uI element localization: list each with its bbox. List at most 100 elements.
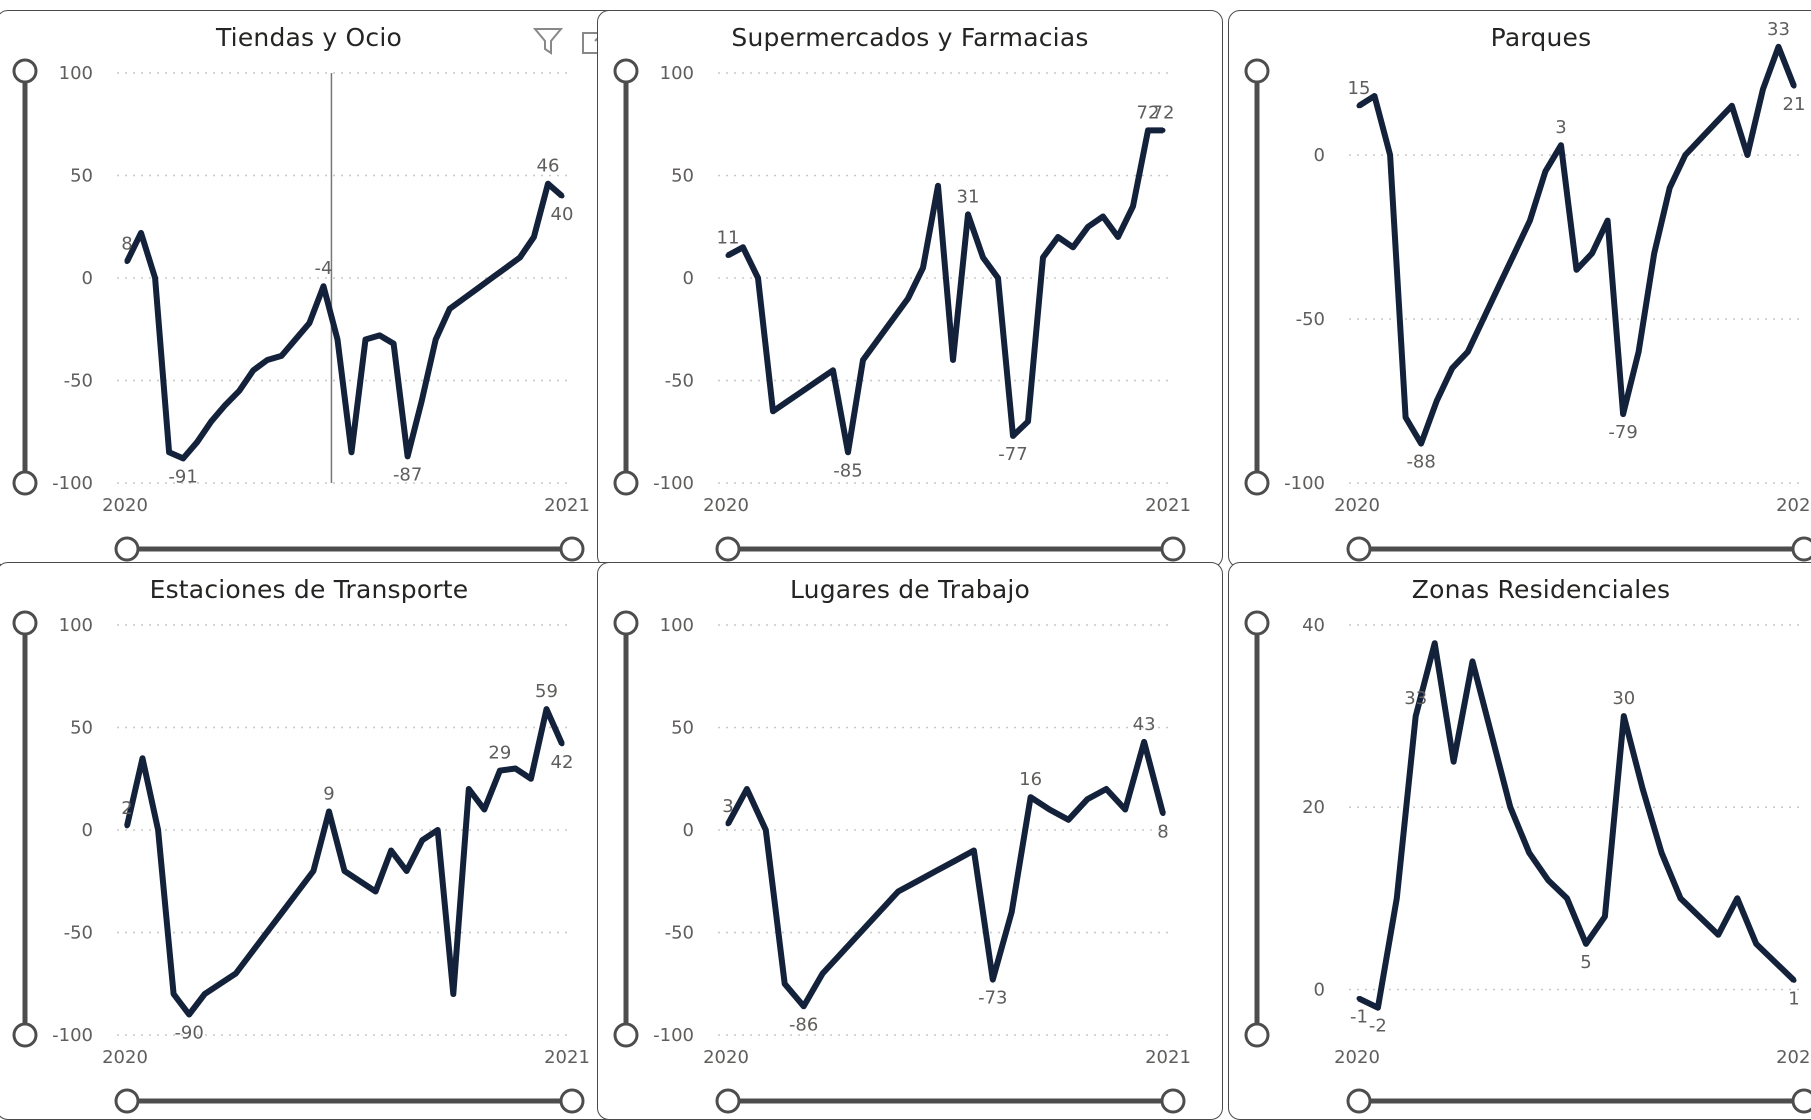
data-label: 8 [1157,822,1168,843]
data-point [559,193,565,199]
chart-panel-zonas-residenciales[interactable]: Zonas Residenciales 40 20 0 2020 2021 -1-2 33 5… [1228,562,1811,1120]
y-slider-handle-top [12,610,38,636]
data-point [800,388,806,394]
filter-icon[interactable] [532,27,564,59]
data-label: -73 [978,988,1007,1009]
data-point [1375,1005,1381,1011]
data-point [1130,203,1136,209]
data-point [1667,185,1673,191]
data-point [1055,234,1061,240]
data-point [763,827,769,833]
data-point [1403,414,1409,420]
data-point [140,755,146,761]
data-point [466,786,472,792]
data-label: 5 [1580,952,1591,973]
data-point [1621,713,1627,719]
x-tick-label-end: 2021 [544,1047,590,1068]
y-tick-label: -100 [653,473,694,494]
y-tick-label: -100 [52,473,93,494]
data-point [1775,44,1781,50]
data-point [995,275,1001,281]
y-tick-label: 0 [683,820,694,841]
data-point [1698,136,1704,142]
data-point [559,741,565,747]
y-tick-label: -100 [1284,473,1325,494]
data-point [1070,244,1076,250]
data-label: -86 [789,1014,818,1035]
data-point [1620,411,1626,417]
y-slider-handle-top [613,610,639,636]
data-label: 72 [1152,102,1175,123]
y-slider-handle-bottom [12,470,38,496]
series-line [1357,640,1797,1011]
y-slider-handle-bottom [1244,1022,1270,1048]
data-point [1715,932,1721,938]
y-slider-handle-top [613,58,639,84]
chart-panel-tiendas-ocio[interactable]: Tiendas y Ocio 100 50 0 -50 -100 2020 2021 8 -91… [0,10,622,568]
data-point [152,275,158,281]
data-point [202,991,208,997]
y-tick-label: -50 [1296,309,1325,330]
data-label: 46 [537,156,560,177]
data-point [250,367,256,373]
data-point [1659,850,1665,856]
data-point [1387,152,1393,158]
chart-panel-estaciones-transporte[interactable]: Estaciones de Transporte 100 50 0 -50 -100 20… [0,562,622,1120]
data-point [264,357,270,363]
data-point [725,252,731,258]
data-point [1574,267,1579,273]
data-label: 40 [551,204,574,225]
line-chart: 40 20 0 2020 2021 -1-2 33 5 30 1 [1244,610,1811,1114]
data-point [1545,877,1551,883]
data-point [1394,895,1400,901]
data-label: 30 [1612,688,1635,709]
data-point [1527,218,1533,224]
data-label: 33 [1767,19,1790,40]
data-point [279,909,285,915]
x-slider-handle-end [1791,536,1811,562]
data-point [326,809,332,815]
data-point [320,283,326,289]
data-point [744,786,750,792]
y-slider-handle-bottom [613,470,639,496]
data-label: -87 [393,464,422,485]
data-point [1356,996,1362,1002]
data-point [1696,914,1702,920]
data-point [475,285,481,291]
data-point [1772,959,1778,965]
x-slider-handle-start [114,1088,140,1114]
data-label: 72 [1137,102,1160,123]
data-point [1678,895,1684,901]
data-point [860,357,866,363]
data-point [236,388,242,394]
chart-panel-lugares-trabajo[interactable]: Lugares de Trabajo 100 50 0 -50 -100 2020 2021… [597,562,1223,1120]
data-point [1729,103,1735,109]
x-tick-label-end: 2021 [1776,495,1811,516]
data-point [1744,152,1750,158]
data-point [334,337,340,342]
data-point [461,296,467,301]
data-point [1589,250,1595,256]
x-slider-handle-start [715,1088,741,1114]
y-tick-label: 40 [1302,615,1325,636]
data-point [357,878,363,884]
data-point [1542,168,1548,174]
data-point [1432,640,1438,646]
data-point [895,889,901,894]
data-point [517,255,523,260]
y-tick-label: -50 [665,923,694,944]
data-point [1413,713,1419,719]
chart-panel-supermercados-farmacias[interactable]: Supermercados y Farmacias 100 50 0 -50 -100 2… [597,10,1223,568]
x-tick-label-start: 2020 [102,495,148,516]
chart-panel-parques[interactable]: Parques 0 -50 -100 2020 2021 15 -88 3 -79 33 21 [1228,10,1811,568]
y-tick-label: -50 [64,923,93,944]
data-label: 43 [1133,714,1156,735]
data-point [1160,811,1166,817]
data-point [450,991,456,997]
series-line [1357,43,1797,447]
y-tick-label: -50 [64,371,93,392]
chart-title: Tiendas y Ocio [215,23,403,52]
data-point [1511,250,1517,256]
chart-title: Estaciones de Transporte [149,575,469,604]
data-point [489,275,495,281]
